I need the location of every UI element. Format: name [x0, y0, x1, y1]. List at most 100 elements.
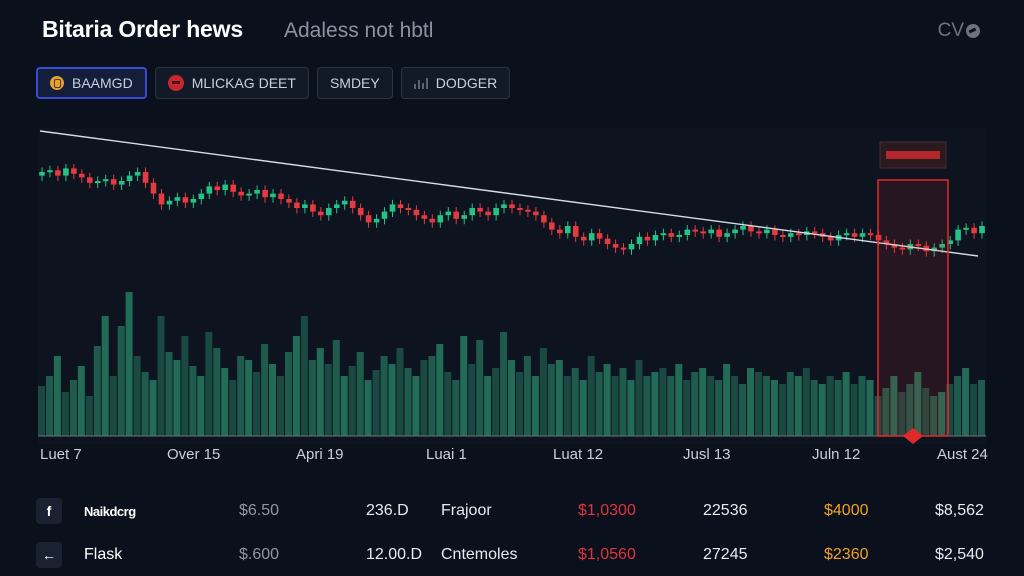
tab-mlickag-deet[interactable]: MLICKAG DEET [154, 67, 309, 99]
volume-bar [500, 332, 508, 436]
volume-bar [189, 366, 197, 436]
volume-bar [683, 380, 691, 436]
candle-body [716, 229, 722, 237]
candle-body [95, 181, 101, 183]
candle-body [485, 211, 491, 216]
candle-body [628, 244, 635, 250]
candle-body [326, 208, 332, 216]
price-chart[interactable] [38, 128, 986, 444]
volume-bar [547, 364, 555, 436]
table-row[interactable]: ← Flask $.600 12.00.D Cntemoles $1,0560 … [0, 534, 1024, 570]
volume-bar [667, 376, 675, 436]
candle-body [708, 229, 714, 234]
cell-count: 22536 [703, 502, 748, 519]
volume-bar [723, 364, 731, 436]
volume-bar [970, 384, 978, 436]
volume-bar [157, 316, 165, 436]
candle-body [772, 229, 778, 235]
volume-bar [412, 376, 420, 436]
candle-body [668, 233, 675, 237]
volume-bar [587, 356, 595, 436]
volume-bar [53, 356, 61, 436]
candle-body [740, 226, 746, 230]
cell-total: $8,562 [935, 502, 984, 519]
tab-smdey[interactable]: SMDEY [316, 67, 393, 99]
candle-body [541, 215, 547, 223]
tab-bar: BAAMGD MLICKAG DEET SMDEY DODGER [36, 67, 511, 99]
volume-bar [468, 364, 476, 436]
tab-baamgd[interactable]: BAAMGD [36, 67, 147, 99]
volume-bar [715, 380, 723, 436]
volume-bar [531, 376, 539, 436]
candle-body [644, 236, 651, 241]
candle-body [110, 179, 117, 185]
candle-body [349, 200, 356, 208]
tab-dodger[interactable]: DODGER [400, 67, 511, 99]
volume-bar [731, 376, 739, 436]
highlight-tag-fill [886, 151, 940, 159]
x-tick-label: Over 15 [167, 446, 221, 463]
candle-body [453, 211, 459, 219]
candle-body [230, 184, 236, 192]
volume-bar [460, 336, 468, 436]
candle-body [811, 231, 818, 234]
x-tick-label: Juln 12 [812, 446, 861, 463]
arrow-left-icon: ← [36, 542, 62, 568]
candle-body [39, 172, 45, 176]
table-row[interactable]: f Naikdcrg $6.50 236.D Frajoor $1,0300 2… [0, 490, 1024, 526]
candle-body [397, 204, 404, 208]
volume-bar [778, 384, 786, 436]
volume-bar [149, 380, 157, 436]
candle-body [963, 227, 969, 230]
volume-bar [213, 348, 221, 436]
candle-body [461, 215, 467, 219]
volume-bar [364, 380, 372, 436]
x-tick-label: Jusl 13 [683, 446, 731, 463]
volume-bar [826, 376, 834, 436]
volume-bar [699, 368, 707, 436]
volume-bar [611, 376, 619, 436]
candle-body [724, 233, 730, 237]
candle-body [827, 236, 834, 241]
volume-bar [755, 372, 762, 436]
candle-body [580, 236, 587, 241]
candle-body [525, 209, 531, 212]
volume-bar [882, 388, 890, 436]
candle-body [126, 175, 133, 181]
candle-body [843, 233, 850, 236]
volume-bar [595, 372, 603, 436]
volume-bar [786, 372, 794, 436]
volume-bar [133, 356, 141, 436]
volume-bar [77, 366, 85, 436]
cell-source: Frajoor [441, 502, 492, 519]
candle-body [859, 233, 866, 237]
candle-body [118, 181, 125, 185]
volume-bar [842, 372, 850, 436]
volume-bar [404, 368, 412, 436]
candle-body [413, 209, 420, 216]
volume-bar [420, 360, 428, 436]
volume-bar [659, 368, 667, 436]
candle-body [979, 226, 985, 234]
candle-body [79, 173, 85, 178]
volume-bar [197, 376, 205, 436]
candle-body [891, 244, 898, 248]
volume-bar [181, 336, 189, 436]
volume-bar [603, 364, 611, 436]
cell-volume: 12.00.D [366, 546, 423, 563]
red-circle-icon [167, 75, 184, 91]
volume-bar [643, 376, 651, 436]
volume-bar [261, 344, 269, 436]
volume-bar [324, 364, 332, 436]
page-title: Bitaria Order hews [42, 16, 243, 42]
x-tick-label: Aust 24 [937, 446, 988, 463]
candle-body [955, 229, 961, 241]
candle-body [214, 186, 221, 190]
candle-body [270, 193, 276, 198]
volume-bar [914, 372, 922, 436]
volume-bar [269, 364, 276, 436]
candle-body [429, 218, 436, 223]
volume-bar [348, 366, 356, 436]
header-account[interactable]: CV [938, 20, 980, 42]
volume-bar [484, 376, 492, 436]
